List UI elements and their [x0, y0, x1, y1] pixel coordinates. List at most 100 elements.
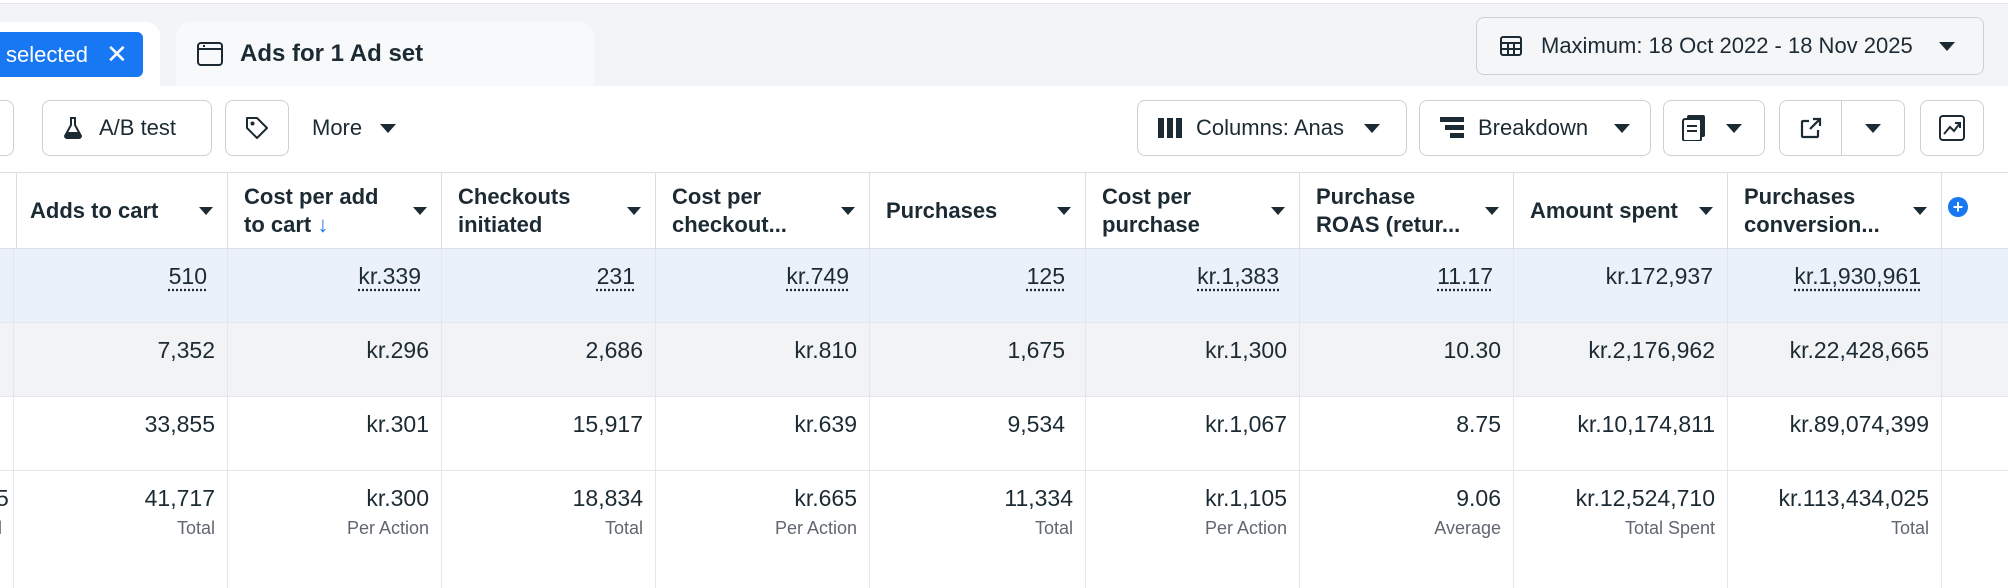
cell-value: kr.1,067: [1205, 411, 1287, 437]
table-cell: kr.10,174,811: [1514, 397, 1728, 470]
tab-ads-for-ad-set[interactable]: Ads for 1 Ad set: [176, 22, 594, 86]
chevron-down-icon: [1614, 123, 1631, 133]
chevron-down-icon: [1865, 123, 1881, 133]
chevron-down-icon: [1726, 123, 1742, 133]
cell-value: 2,686: [585, 337, 643, 363]
table-cell: kr.1,105 Per Action: [1086, 471, 1300, 588]
cell-value: kr.1,300: [1205, 337, 1287, 363]
table-row[interactable]: 33,855 kr.301 15,917 kr.639 9,534 kr.1,0…: [0, 397, 2008, 471]
table-cell: kr.12,524,710 Total Spent: [1514, 471, 1728, 588]
ab-test-label: A/B test: [99, 115, 177, 140]
table-cell: 11,334 Total: [870, 471, 1086, 588]
chart-button[interactable]: [1920, 100, 1984, 156]
header-amount-spent[interactable]: Amount spent: [1514, 173, 1728, 249]
export-icon: [1800, 117, 1821, 139]
cell-sublabel: l: [0, 518, 13, 539]
table-cell: 11.17: [1300, 249, 1514, 322]
chevron-down-icon[interactable]: [1485, 207, 1499, 215]
clipped-total-cell: 5 l: [0, 471, 14, 588]
header-cost-per-add-to-cart[interactable]: Cost per add to cart ↓: [228, 173, 442, 249]
table-cell: [0, 323, 14, 396]
table-cell: kr.810: [656, 323, 870, 396]
columns-button[interactable]: Columns: Anas: [1137, 100, 1407, 156]
chevron-down-icon[interactable]: [1913, 207, 1927, 215]
chevron-down-icon: [380, 123, 397, 133]
chevron-down-icon[interactable]: [1699, 207, 1713, 215]
header-cost-per-checkout[interactable]: Cost per checkout...: [656, 173, 870, 249]
cell-value: 125: [1026, 263, 1065, 289]
header-cost-per-purchase[interactable]: Cost per purchase: [1086, 173, 1300, 249]
trend-chart-icon: [1939, 115, 1965, 141]
total-value: 9.06: [1456, 485, 1501, 511]
chevron-down-icon[interactable]: [1057, 207, 1071, 215]
table-header: Adds to cart Cost per add to cart ↓ Check…: [0, 173, 2008, 249]
table-cell: kr.1,383: [1086, 249, 1300, 322]
header-purchases-conversion[interactable]: Purchases conversion...: [1728, 173, 1942, 249]
more-button[interactable]: More: [312, 100, 397, 156]
cell-value: kr.339: [358, 263, 421, 289]
export-button-group[interactable]: [1779, 100, 1905, 156]
table-cell: kr.2,176,962: [1514, 323, 1728, 396]
tag-button[interactable]: [225, 100, 289, 156]
selected-chip[interactable]: selected ✕: [0, 32, 143, 77]
total-label: Total: [176, 518, 215, 538]
cell-value: kr.749: [786, 263, 849, 289]
chevron-down-icon[interactable]: [199, 207, 213, 215]
table-row[interactable]: 510 kr.339 231 kr.749 125 kr.1,383 11.17…: [0, 249, 2008, 323]
total-label: Per Action: [774, 518, 857, 538]
breakdown-label: Breakdown: [1478, 115, 1589, 140]
total-value: 41,717: [144, 485, 215, 511]
header-label-line2: to cart: [244, 212, 312, 237]
toolbar-clipped-button[interactable]: [0, 100, 14, 156]
header-label-line2: checkout...: [672, 212, 787, 237]
header-adds-to-cart[interactable]: Adds to cart: [14, 173, 228, 249]
cell-value: 231: [596, 263, 635, 289]
breakdown-button[interactable]: Breakdown: [1419, 100, 1651, 156]
total-label: Total: [1890, 518, 1929, 538]
table-cell: [0, 249, 14, 322]
cell-value: 8.75: [1456, 411, 1501, 437]
table-cell: kr.1,067: [1086, 397, 1300, 470]
table-cell: 8.75: [1300, 397, 1514, 470]
header-checkouts-initiated[interactable]: Checkouts initiated: [442, 173, 656, 249]
table-cell: 41,717 Total: [14, 471, 228, 588]
cell-value: kr.810: [794, 337, 857, 363]
export-dropdown[interactable]: [1842, 101, 1904, 155]
cell-value: kr.2,176,962: [1588, 337, 1715, 363]
chevron-down-icon[interactable]: [841, 207, 855, 215]
chevron-down-icon[interactable]: [413, 207, 427, 215]
chevron-down-icon[interactable]: [627, 207, 641, 215]
toolbar: A/B test More Columns: Anas Breakdown: [0, 86, 2008, 172]
table-cell: 15,917: [442, 397, 656, 470]
table-cell: 510: [14, 249, 228, 322]
cell-value: 5: [0, 485, 9, 511]
table-cell: kr.300 Per Action: [228, 471, 442, 588]
table-cell: kr.113,434,025 Total: [1728, 471, 1942, 588]
close-icon[interactable]: ✕: [105, 39, 128, 69]
table-cell: 33,855: [14, 397, 228, 470]
table-row[interactable]: 7,352 kr.296 2,686 kr.810 1,675 kr.1,300…: [0, 323, 2008, 397]
chevron-down-icon[interactable]: [1271, 207, 1285, 215]
total-label: Per Action: [346, 518, 429, 538]
clipped-header-cell: [0, 173, 17, 249]
ab-test-button[interactable]: A/B test: [42, 100, 212, 156]
header-purchase-roas[interactable]: Purchase ROAS (retur...: [1300, 173, 1514, 249]
add-column-icon[interactable]: +: [1948, 197, 1968, 217]
breakdown-icon: [1440, 117, 1464, 138]
table-cell: kr.749: [656, 249, 870, 322]
total-value: kr.1,105: [1205, 485, 1287, 511]
total-label: Total: [604, 518, 643, 538]
chevron-down-icon: [1363, 123, 1380, 133]
total-value: 18,834: [572, 485, 643, 511]
date-range-picker[interactable]: Maximum: 18 Oct 2022 - 18 Nov 2025: [1476, 17, 1984, 75]
header-purchases[interactable]: Purchases: [870, 173, 1086, 249]
header-label: Checkouts initiated: [458, 183, 608, 239]
header-label: Purchases: [886, 198, 998, 223]
cell-value: kr.1,930,961: [1794, 263, 1921, 289]
reports-button[interactable]: [1663, 100, 1765, 156]
export-button[interactable]: [1780, 101, 1842, 155]
sort-arrow-icon: ↓: [317, 212, 329, 237]
total-value: kr.665: [794, 485, 857, 511]
date-range-label: Maximum: 18 Oct 2022 - 18 Nov 2025: [1541, 33, 1913, 58]
table-cell: [0, 397, 14, 470]
